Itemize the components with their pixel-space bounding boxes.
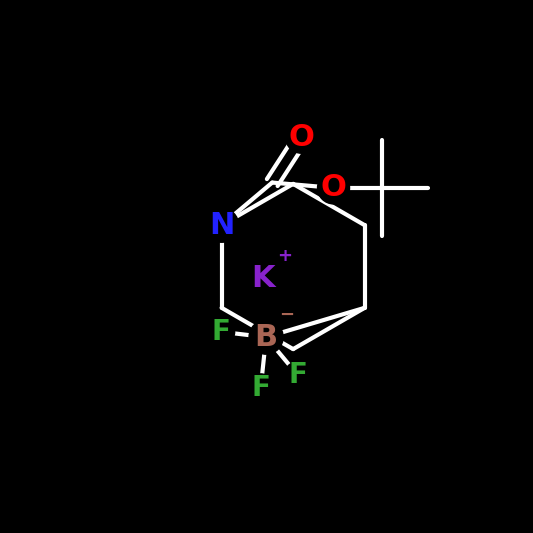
- Text: +: +: [277, 247, 292, 265]
- Circle shape: [207, 318, 235, 345]
- Circle shape: [286, 122, 318, 154]
- Circle shape: [205, 208, 239, 242]
- Text: K: K: [252, 264, 275, 293]
- Text: N: N: [209, 211, 235, 240]
- Text: O: O: [288, 123, 314, 152]
- Text: F: F: [289, 361, 308, 390]
- Text: F: F: [252, 374, 270, 402]
- Circle shape: [249, 320, 283, 354]
- Text: F: F: [212, 318, 230, 346]
- Circle shape: [247, 374, 274, 402]
- Circle shape: [284, 361, 312, 389]
- Text: −: −: [279, 306, 295, 324]
- Circle shape: [318, 172, 350, 204]
- Text: B: B: [255, 322, 278, 352]
- Text: O: O: [320, 173, 346, 203]
